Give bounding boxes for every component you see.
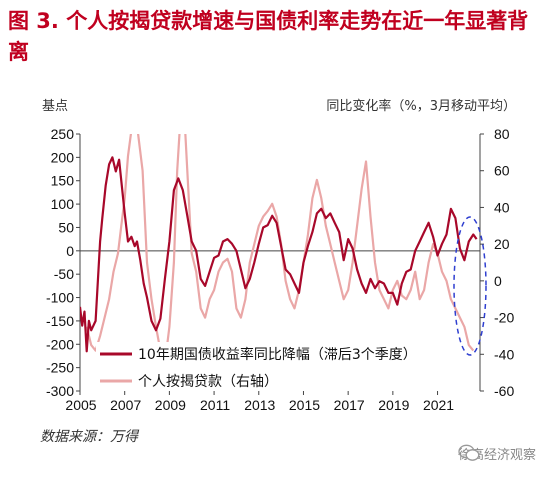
watermark: 徐高经济观察 bbox=[458, 444, 536, 463]
series-line-rate bbox=[80, 156, 478, 353]
left-tick-label: 250 bbox=[51, 126, 75, 142]
x-tick-label: 2013 bbox=[244, 397, 275, 413]
series-line-loan bbox=[85, 134, 475, 365]
legend-label: 个人按揭贷款（右轴） bbox=[138, 374, 278, 390]
legend-background bbox=[96, 342, 466, 390]
chart-title: 图 3. 个人按揭贷款增速与国债利率走势在近一年显著背离 bbox=[8, 9, 529, 64]
wechat-icon bbox=[458, 444, 480, 461]
data-source: 数据来源：万得 bbox=[40, 429, 138, 445]
left-axis-unit: 基点 bbox=[42, 99, 68, 114]
highlight-ellipse bbox=[453, 216, 487, 356]
x-tick-label: 2009 bbox=[155, 397, 186, 413]
highlight-layer bbox=[453, 216, 487, 356]
left-tick-label: -200 bbox=[46, 336, 74, 352]
series-layer bbox=[80, 134, 478, 365]
right-tick-label: 0 bbox=[494, 273, 502, 289]
left-tick-label: 100 bbox=[51, 196, 75, 212]
legend: 10年期国债收益率同比降幅（滞后3个季度） 个人按揭贷款（右轴） bbox=[96, 342, 466, 390]
legend-label: 10年期国债收益率同比降幅（滞后3个季度） bbox=[138, 346, 417, 363]
x-tick-label: 2015 bbox=[289, 397, 320, 413]
right-tick-label: 60 bbox=[494, 163, 510, 179]
left-tick-label: -150 bbox=[46, 313, 74, 329]
left-tick-label: 150 bbox=[51, 173, 75, 189]
left-tick-label: 0 bbox=[66, 243, 74, 259]
x-tick-label: 2019 bbox=[378, 397, 409, 413]
x-tick-label: 2011 bbox=[200, 397, 230, 413]
right-tick-label: 80 bbox=[494, 126, 510, 142]
left-tick-label: -100 bbox=[46, 290, 74, 306]
right-tick-label: 20 bbox=[494, 236, 510, 252]
x-tick-label: 2005 bbox=[65, 397, 96, 413]
left-tick-label: -250 bbox=[46, 360, 74, 376]
right-tick-label: 40 bbox=[494, 199, 510, 215]
left-tick-label: -300 bbox=[46, 383, 74, 399]
x-tick-label: 2021 bbox=[423, 397, 454, 413]
right-axis-unit: 同比变化率（%，3月移动平均） bbox=[326, 98, 516, 114]
left-tick-label: -50 bbox=[54, 266, 74, 282]
left-tick-label: 200 bbox=[51, 149, 75, 165]
left-tick-label: 50 bbox=[58, 219, 74, 235]
right-tick-label: -20 bbox=[494, 310, 514, 326]
right-tick-label: -60 bbox=[494, 383, 514, 399]
x-tick-label: 2017 bbox=[334, 397, 365, 413]
x-tick-label: 2007 bbox=[110, 397, 141, 413]
right-tick-label: -40 bbox=[494, 346, 514, 362]
axes-layer: 250200150100500-50-100-150-200-250-30080… bbox=[42, 98, 516, 413]
